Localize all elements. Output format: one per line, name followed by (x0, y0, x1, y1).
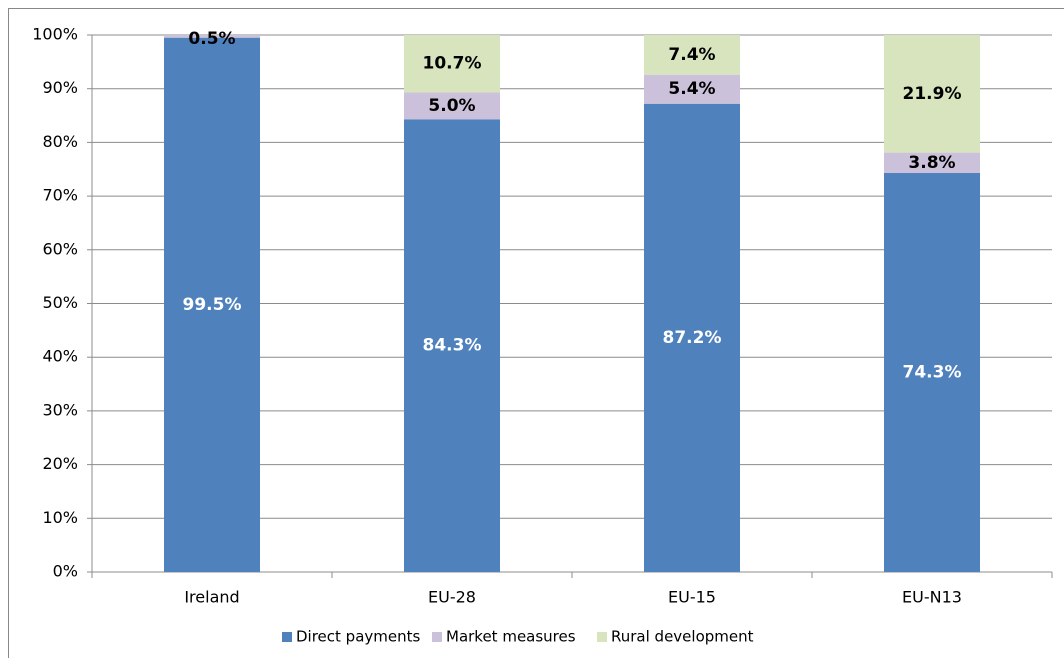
data-label: 5.4% (668, 79, 715, 99)
data-label: 3.8% (908, 153, 955, 173)
bar-segment (644, 103, 740, 573)
y-tick-label: 0% (53, 562, 78, 581)
y-tick-label: 40% (42, 347, 78, 366)
data-label: 5.0% (428, 96, 475, 116)
data-label: 74.3% (903, 363, 962, 383)
data-label: 7.4% (668, 45, 715, 65)
bar-segment (884, 35, 980, 153)
legend-label: Direct payments (296, 628, 420, 646)
data-label: 99.5% (183, 295, 242, 315)
data-label: 21.9% (903, 84, 962, 104)
data-label: 10.7% (423, 54, 482, 74)
bar-segment (644, 74, 740, 104)
bar-segment (404, 92, 500, 120)
x-tick-label: EU-N13 (902, 588, 962, 607)
legend-label: Rural development (611, 628, 754, 646)
y-tick-label: 80% (42, 132, 78, 151)
y-tick-label: 50% (42, 293, 78, 312)
y-tick-label: 60% (42, 239, 78, 258)
bar-segment (404, 35, 500, 93)
y-tick-label: 90% (42, 78, 78, 97)
bar-segment (884, 173, 980, 572)
data-label: 0.5% (188, 29, 235, 49)
y-tick-label: 70% (42, 186, 78, 205)
data-label: 87.2% (663, 328, 722, 348)
y-tick-label: 20% (42, 454, 78, 473)
bar-segment (644, 35, 740, 75)
y-tick-label: 10% (42, 508, 78, 527)
legend-swatch (597, 632, 607, 642)
y-tick-label: 100% (32, 25, 78, 44)
legend-label: Market measures (446, 628, 576, 646)
x-tick-label: Ireland (184, 588, 239, 607)
data-label: 84.3% (423, 336, 482, 356)
bar-segment (164, 37, 260, 573)
x-tick-label: EU-15 (668, 588, 716, 607)
bar-segment (404, 119, 500, 573)
legend-swatch (432, 632, 442, 642)
x-tick-label: EU-28 (428, 588, 476, 607)
bar-segment (164, 35, 260, 38)
y-tick-label: 30% (42, 400, 78, 419)
bar-segment (884, 152, 980, 174)
legend-swatch (282, 632, 292, 642)
